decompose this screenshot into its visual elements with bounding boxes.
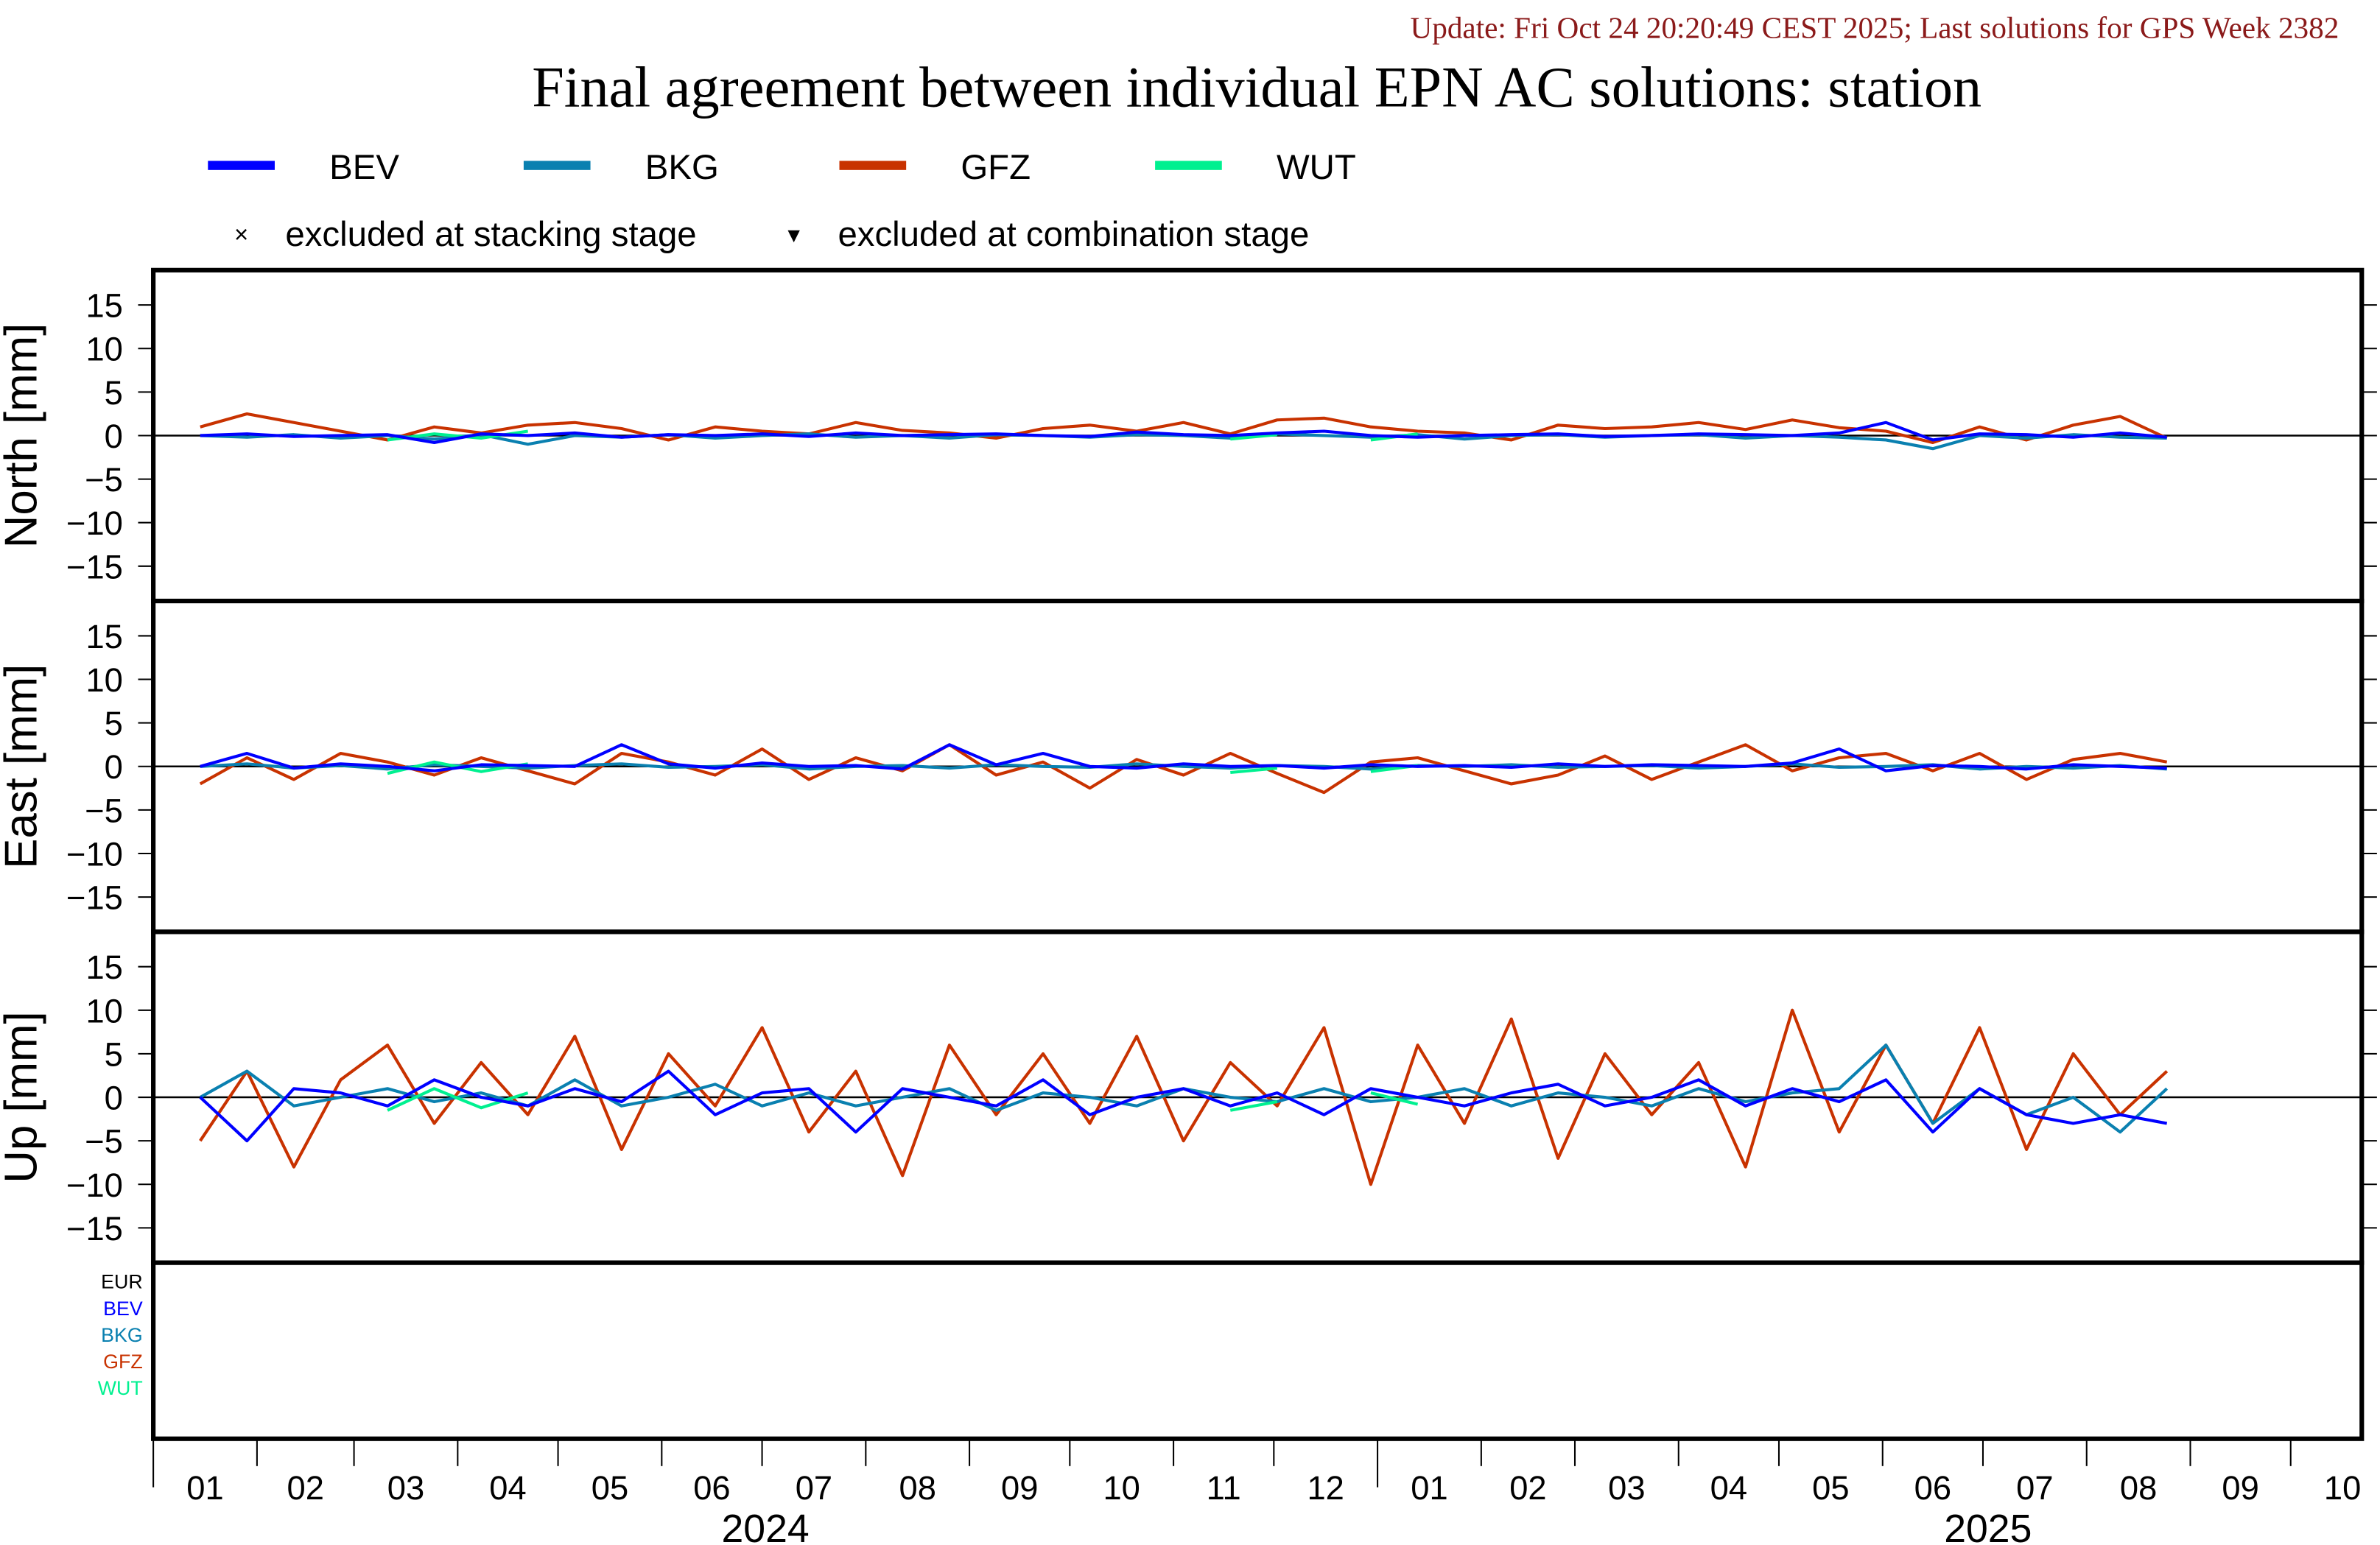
legend-label-gfz: GFZ: [961, 148, 1031, 187]
month-tick-label: 07: [796, 1469, 832, 1507]
series-line-gfz: [199, 1008, 2169, 1186]
y-tick-label: −10: [66, 1166, 123, 1204]
series-line-bkg: [200, 762, 2167, 771]
legend-label-wut: WUT: [1277, 148, 1356, 187]
y-tick-label: 10: [85, 661, 122, 699]
y-axis-label: East [mm]: [0, 664, 46, 869]
excluded-combination-marker-icon: ▾: [787, 221, 800, 248]
y-tick-label: 5: [105, 705, 123, 742]
month-tick-label: 02: [1509, 1469, 1546, 1507]
month-tick-label: 05: [1812, 1469, 1849, 1507]
series-line-bev: [200, 743, 2167, 772]
exclusion-panel: EUR BEV BKG GFZ WUT: [98, 1260, 2365, 1441]
legend-swatch-bev: [208, 161, 275, 170]
y-axis-label: North [mm]: [0, 323, 46, 549]
y-tick-label: 5: [105, 1035, 123, 1073]
y-tick-label: −5: [85, 1123, 123, 1161]
y-tick-label: 0: [105, 1080, 123, 1117]
y-tick-label: 5: [105, 374, 123, 412]
panel-up: 15 10 5 0 −5 −10 −15 Up [mm]: [0, 929, 2377, 1265]
month-tick-label: 03: [1608, 1469, 1645, 1507]
month-tick-label: 05: [592, 1469, 628, 1507]
exclusion-row-label: BKG: [101, 1324, 143, 1346]
exclusion-row-label: EUR: [101, 1271, 143, 1293]
y-tick-label: −5: [85, 792, 123, 829]
month-tick-label: 12: [1307, 1469, 1344, 1507]
month-tick-label: 08: [2120, 1469, 2157, 1507]
legend-marker-label: excluded at stacking stage: [285, 215, 696, 254]
legend-marker-label: excluded at combination stage: [838, 215, 1309, 254]
series-line-gfz: [200, 412, 2168, 445]
y-tick-label: −5: [85, 461, 123, 499]
legend-label-bkg: BKG: [645, 148, 719, 187]
exclusion-row-label: GFZ: [103, 1351, 143, 1373]
panels: 15 10 5 0 −5 −10 −15 North [mm] 15 10 5 0 −5 −10 −15 Ea…: [0, 267, 2377, 1441]
month-tick-label: 02: [287, 1469, 324, 1507]
excluded-stacking-marker-icon: ×: [234, 221, 248, 248]
month-tick-label: 09: [1001, 1469, 1038, 1507]
panel-north: 15 10 5 0 −5 −10 −15 North [mm]: [0, 267, 2377, 604]
month-tick-label: 06: [693, 1469, 730, 1507]
y-tick-label: −15: [66, 1210, 123, 1247]
legend-swatch-bkg: [523, 161, 591, 170]
month-tick-label: 11: [1207, 1469, 1241, 1507]
legend: BEV BKG GFZ WUT × excluded at stacking stage ▾…: [208, 148, 1356, 254]
legend-swatch-wut: [1155, 161, 1222, 170]
y-tick-label: −15: [66, 879, 123, 917]
series-line-bev: [199, 1069, 2168, 1143]
y-tick-label: 0: [105, 748, 123, 786]
month-tick-label: 04: [489, 1469, 526, 1507]
y-tick-label: 0: [105, 418, 123, 455]
y-tick-label: 10: [85, 331, 122, 368]
y-tick-label: −15: [66, 548, 123, 585]
update-note: Update: Fri Oct 24 20:20:49 CEST 2025; L…: [1410, 11, 2339, 45]
legend-swatch-gfz: [839, 161, 907, 170]
month-tick-label: 10: [2324, 1469, 2361, 1507]
exclusion-row-label: BEV: [103, 1298, 143, 1320]
exclusion-panel-frame: [151, 1260, 2365, 1441]
month-tick-label: 10: [1103, 1469, 1140, 1507]
y-tick-label: −10: [66, 835, 123, 873]
year-label: 2025: [1944, 1507, 2032, 1545]
series-line-gfz: [199, 743, 2168, 795]
y-tick-label: 15: [85, 287, 122, 325]
panel-east: 15 10 5 0 −5 −10 −15 East [mm]: [0, 599, 2377, 935]
legend-label-bev: BEV: [329, 148, 399, 187]
month-tick-label: 08: [899, 1469, 935, 1507]
month-tick-label: 07: [2016, 1469, 2053, 1507]
month-tick-label: 04: [1710, 1469, 1747, 1507]
y-axis-label: Up [mm]: [0, 1011, 46, 1183]
y-tick-label: 15: [85, 949, 122, 986]
month-tick-label: 01: [1411, 1469, 1447, 1507]
month-tick-label: 01: [186, 1469, 223, 1507]
series-line-bev: [200, 420, 2167, 445]
chart-title: Final agreement between individual EPN A…: [532, 54, 1981, 119]
y-tick-label: 10: [85, 992, 122, 1030]
month-tick-label: 06: [1914, 1469, 1951, 1507]
month-tick-label: 03: [387, 1469, 424, 1507]
y-tick-label: −10: [66, 504, 123, 542]
year-label: 2024: [722, 1507, 810, 1545]
exclusion-row-label: WUT: [98, 1377, 143, 1399]
month-tick-label: 09: [2222, 1469, 2258, 1507]
x-axis: 01 02 03 04 05 06 07 08 09 10 11 12 01 02 03 04 05 06 07 08…: [152, 1438, 2361, 1545]
y-tick-label: 15: [85, 618, 122, 655]
